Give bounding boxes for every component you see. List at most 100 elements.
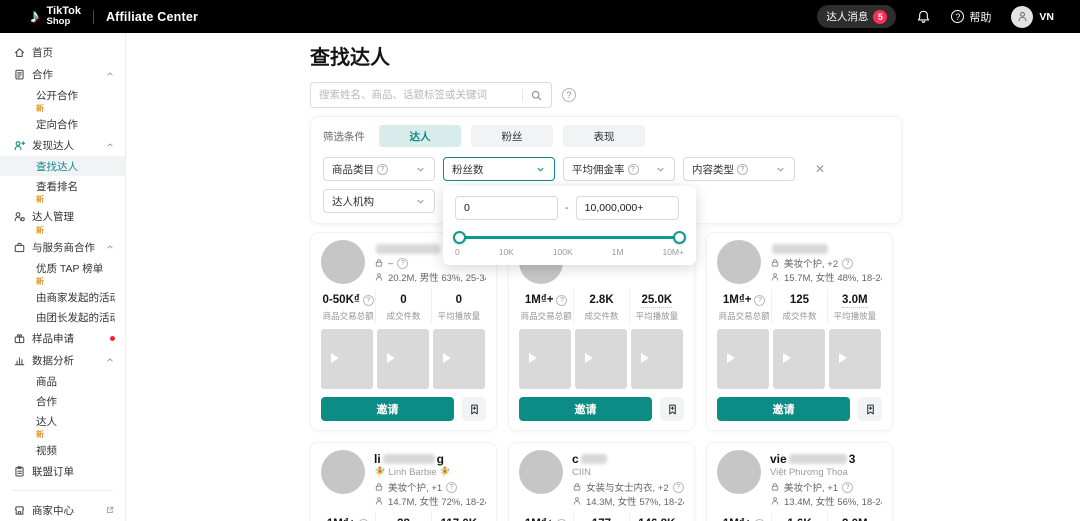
sidebar-subitem[interactable]: 优质 TAP 榜单 <box>0 258 125 278</box>
sidebar-subitem[interactable]: 合作 <box>0 391 125 411</box>
creator-name[interactable]: c <box>572 451 684 466</box>
info-icon: ? <box>377 163 388 175</box>
account-menu[interactable]: VN <box>1011 5 1054 28</box>
sidebar-subitem[interactable]: 公开合作 <box>0 85 125 105</box>
creator-avatar[interactable] <box>321 240 365 284</box>
analytics-icon <box>12 353 26 367</box>
sidebar-item-label: 联盟订单 <box>32 465 74 478</box>
sidebar-item[interactable]: 与服务商合作 <box>0 236 125 258</box>
creator-name[interactable] <box>374 241 486 256</box>
video-thumbnail[interactable] <box>773 329 825 389</box>
search-help-icon[interactable]: ? <box>562 88 576 102</box>
sidebar-subitem[interactable]: 达人 <box>0 411 125 431</box>
main-area: 查找达人 ? 筛选条件 达人 粉丝 表现 商品类目? <box>126 33 1080 521</box>
bookmark-button[interactable] <box>858 397 882 421</box>
filter-content-type[interactable]: 内容类型? <box>683 157 795 181</box>
sidebar-divider <box>12 490 113 491</box>
sidebar-subitem[interactable]: 视频 <box>0 440 125 460</box>
sidebar-item[interactable]: 达人管理 <box>0 205 125 227</box>
video-thumbnail[interactable] <box>433 329 485 389</box>
creator-stats: 0-50K₫? 商品交易总额 0 成交件数 0 平均播放量 <box>321 289 486 323</box>
invite-button[interactable]: 邀请 <box>321 397 454 421</box>
creator-stats: 1M₫+? 商品交易总额 2.8K 成交件数 25.0K 平均播放量 <box>519 289 684 323</box>
tab-creator[interactable]: 达人 <box>379 125 461 147</box>
chevron-up-icon <box>105 355 115 365</box>
sidebar-subitem[interactable]: 查看排名 <box>0 176 125 196</box>
category-lock-icon <box>771 483 779 491</box>
slider-handle-max[interactable] <box>673 231 686 244</box>
filter-product-category[interactable]: 商品类目? <box>323 157 435 181</box>
audience-icon <box>771 273 779 281</box>
avg-views-label: 平均播放量 <box>635 311 679 321</box>
creator-avatar[interactable] <box>519 450 563 494</box>
gmv-value: 1M₫+? <box>327 517 370 521</box>
sidebar-item[interactable]: 样品申请 <box>0 327 125 349</box>
slider-handle-min[interactable] <box>453 231 466 244</box>
filter-avg-commission[interactable]: 平均佣金率? <box>563 157 675 181</box>
video-thumbnails <box>519 329 684 389</box>
gmv-info-icon[interactable]: ? <box>754 294 766 306</box>
sidebar-item[interactable]: 发现达人 <box>0 134 125 156</box>
bookmark-plus-icon <box>866 404 874 414</box>
new-badge: 新 <box>36 277 44 286</box>
filter-follower-count[interactable]: 粉丝数 - <box>443 157 696 265</box>
creator-avatar[interactable] <box>717 240 761 284</box>
creator-audience: 15.7M, 女性 48%, 18-24 <box>770 270 882 284</box>
gmv-label: 商品交易总额 <box>718 311 770 321</box>
sidebar-item[interactable]: 合作 <box>0 63 125 85</box>
sidebar-item[interactable]: 商家中心 <box>0 499 125 521</box>
filter-creator-agency[interactable]: 达人机构 <box>323 189 435 213</box>
tab-followers[interactable]: 粉丝 <box>471 125 553 147</box>
range-min-input[interactable] <box>455 196 558 220</box>
gmv-value: 0-50K₫? <box>323 293 374 307</box>
sidebar-item-label: 公开合作 <box>36 89 78 102</box>
clear-filters-icon[interactable]: ✕ <box>815 162 826 176</box>
creator-messages-button[interactable]: 达人消息 5 <box>817 5 897 28</box>
sidebar-item[interactable]: 联盟订单 <box>0 460 125 482</box>
creator-name[interactable] <box>770 241 882 256</box>
sidebar-item[interactable]: 首页 <box>0 41 125 63</box>
creator-audience: 20.2M, 男性 63%, 25-34 <box>374 270 486 284</box>
play-icon <box>839 353 847 363</box>
creator-avatar[interactable] <box>321 450 365 494</box>
store-icon <box>12 503 26 517</box>
video-thumbnail[interactable] <box>377 329 429 389</box>
invite-button[interactable]: 邀请 <box>717 397 850 421</box>
invite-button[interactable]: 邀请 <box>519 397 652 421</box>
bookmark-button[interactable] <box>462 397 486 421</box>
video-thumbnail[interactable] <box>575 329 627 389</box>
tiktok-shop-logo[interactable]: ♪ TikTok Shop <box>30 5 81 28</box>
sidebar-subitem[interactable]: 由团长发起的活动 <box>0 307 125 327</box>
video-thumbnail[interactable] <box>631 329 683 389</box>
sidebar-subitem[interactable]: 由商家发起的活动 <box>0 287 125 307</box>
play-icon <box>585 353 593 363</box>
video-thumbnail[interactable] <box>321 329 373 389</box>
sidebar-subitem[interactable]: 定向合作 <box>0 114 125 134</box>
video-thumbnail[interactable] <box>717 329 769 389</box>
bookmark-button[interactable] <box>660 397 684 421</box>
search-input[interactable] <box>319 89 515 101</box>
page-title: 查找达人 <box>310 47 390 69</box>
gmv-info-icon[interactable]: ? <box>556 294 568 306</box>
help-button[interactable]: ? 帮助 <box>951 9 991 25</box>
sidebar-item[interactable]: 数据分析 <box>0 349 125 371</box>
messages-count-badge: 5 <box>873 9 888 24</box>
gmv-info-icon[interactable]: ? <box>362 294 374 306</box>
creator-avatar[interactable] <box>717 450 761 494</box>
topbar: ♪ TikTok Shop Affiliate Center 达人消息 5 ? … <box>0 0 1080 33</box>
video-thumbnail[interactable] <box>519 329 571 389</box>
sidebar-subitem[interactable]: 查找达人 <box>0 156 125 176</box>
search-icon[interactable] <box>530 89 543 102</box>
creator-name[interactable]: vie 3 <box>770 451 856 466</box>
tab-performance[interactable]: 表现 <box>563 125 645 147</box>
help-icon: ? <box>951 10 965 23</box>
home-icon <box>12 45 26 59</box>
range-max-input[interactable] <box>575 196 679 220</box>
units-sold-label: 成交件数 <box>386 311 421 321</box>
bell-icon[interactable] <box>916 9 931 24</box>
creator-name[interactable]: li g <box>374 451 445 466</box>
video-thumbnail[interactable] <box>829 329 881 389</box>
new-badge: 新 <box>36 104 44 113</box>
sidebar-subitem[interactable]: 商品 <box>0 371 125 391</box>
units-sold-value: 2.8K <box>589 294 614 306</box>
